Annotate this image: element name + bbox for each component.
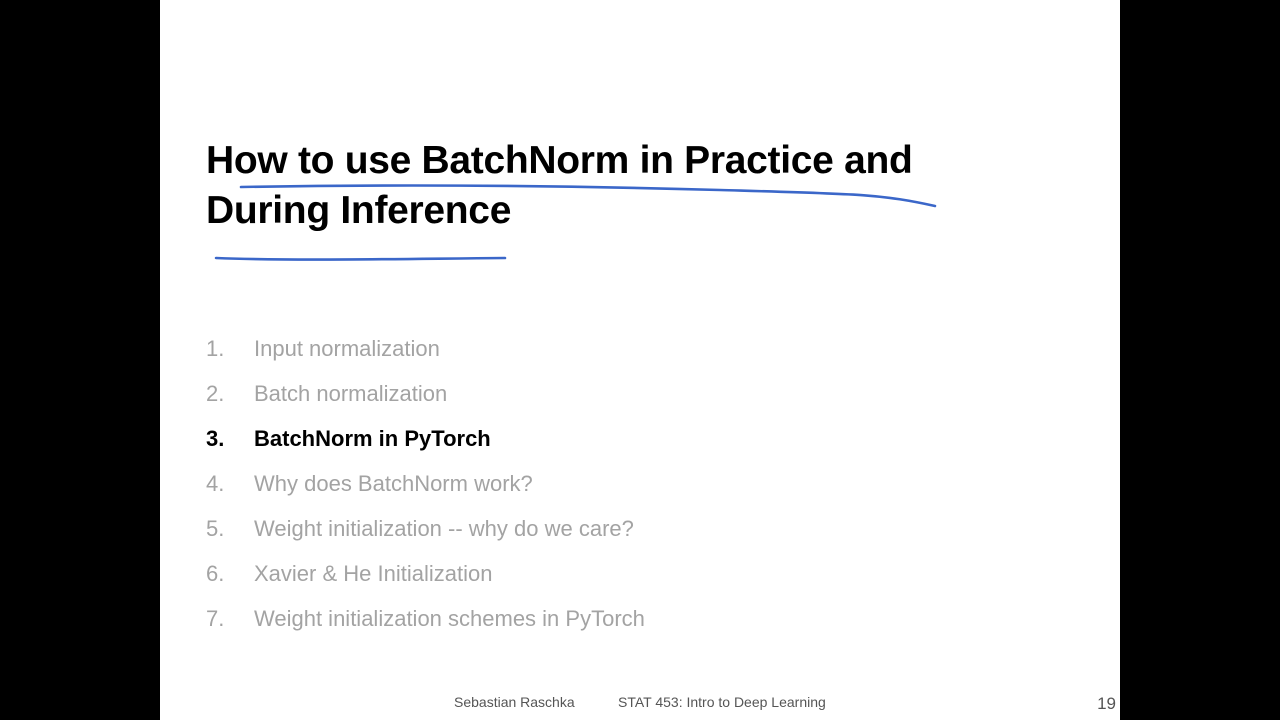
agenda-item-4: 4. Why does BatchNorm work? <box>206 461 645 506</box>
agenda-item-number: 4. <box>206 470 225 496</box>
agenda-item-5: 5. Weight initialization -- why do we car… <box>206 506 645 551</box>
slide-title-line-2: During Inference <box>206 189 512 232</box>
agenda-item-label: Weight initialization schemes in PyTorch <box>254 605 645 631</box>
agenda-item-label: Batch normalization <box>254 380 448 406</box>
agenda-item-number: 7. <box>206 605 225 631</box>
agenda-item-label: Weight initialization -- why do we care? <box>254 515 634 541</box>
agenda-item-1: 1. Input normalization <box>206 326 645 371</box>
agenda-item-number: 6. <box>206 560 225 586</box>
slide: How to use BatchNorm in Practice and Dur… <box>160 0 1120 720</box>
agenda-item-label: Xavier & He Initialization <box>254 560 493 586</box>
agenda-item-3: 3. BatchNorm in PyTorch <box>206 416 645 461</box>
footer-course: STAT 453: Intro to Deep Learning <box>618 694 826 710</box>
agenda-item-label: Input normalization <box>254 335 440 361</box>
footer-author: Sebastian Raschka <box>454 694 575 710</box>
page-number: 19 <box>1097 694 1116 713</box>
agenda-item-number: 2. <box>206 380 225 406</box>
underline-stroke-title-line-2 <box>214 256 507 261</box>
agenda-item-number: 5. <box>206 515 225 541</box>
agenda-item-7: 7. Weight initialization schemes in PyTor… <box>206 596 645 641</box>
agenda-list: 1. Input normalization 2. Batch normalizati… <box>206 326 645 641</box>
agenda-item-label: Why does BatchNorm work? <box>254 470 533 496</box>
agenda-item-number: 1. <box>206 335 225 361</box>
slide-title: How to use BatchNorm in Practice and Dur… <box>206 136 1046 236</box>
agenda-item-6: 6. Xavier & He Initialization <box>206 551 645 596</box>
agenda-item-number: 3. <box>206 425 225 451</box>
slide-title-line-1: How to use BatchNorm in Practice and <box>206 139 913 182</box>
agenda-item-label: BatchNorm in PyTorch <box>254 425 491 451</box>
agenda-item-2: 2. Batch normalization <box>206 371 645 416</box>
